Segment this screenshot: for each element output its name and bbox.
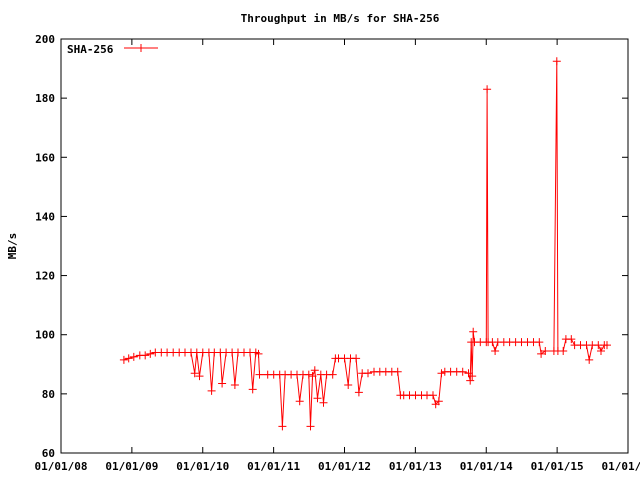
data-point — [195, 372, 204, 381]
x-tick-label: 01/01/15 — [531, 460, 584, 473]
data-point — [207, 386, 216, 395]
data-point — [364, 369, 372, 378]
data-point — [458, 367, 467, 376]
data-point — [585, 355, 594, 364]
y-tick-label: 140 — [35, 210, 55, 223]
data-point — [537, 349, 546, 358]
data-point — [466, 376, 475, 385]
x-tick-label: 01/01/13 — [389, 460, 442, 473]
data-point — [255, 370, 264, 379]
data-point — [354, 388, 363, 397]
data-point — [567, 335, 576, 344]
chart-title: Throughput in MB/s for SHA-256 — [241, 12, 440, 25]
data-point — [393, 367, 402, 376]
y-tick-label: 200 — [35, 33, 55, 46]
data-point — [328, 370, 337, 379]
data-point — [313, 394, 322, 403]
data-point — [552, 57, 561, 66]
legend-marker-sha-256 — [137, 44, 145, 52]
data-point — [129, 352, 138, 361]
y-tick-label: 120 — [35, 270, 55, 283]
data-point — [230, 381, 239, 389]
data-point — [319, 398, 328, 407]
data-point — [295, 397, 304, 406]
data-point — [344, 381, 353, 389]
legend: SHA-256 — [67, 43, 158, 56]
series-layer — [119, 57, 611, 431]
x-axis-ticks: 01/01/08 01/01/09 01/01/10 01/01/11 01/01/12… — [35, 39, 640, 473]
data-point — [190, 369, 199, 378]
y-axis-label: MB/s — [6, 233, 19, 260]
data-point — [146, 349, 155, 358]
y-tick-label: 100 — [35, 329, 55, 342]
data-point — [434, 397, 443, 406]
x-tick-label: 01/01/16 — [602, 460, 640, 473]
data-point — [124, 354, 133, 363]
x-tick-label: 01/01/08 — [35, 460, 88, 473]
data-point — [278, 422, 287, 431]
data-point — [304, 370, 313, 379]
y-tick-label: 60 — [42, 447, 55, 460]
data-point — [559, 347, 568, 355]
data-point — [119, 355, 128, 364]
data-point — [541, 347, 550, 355]
data-point — [352, 354, 361, 363]
data-point — [254, 349, 263, 358]
data-point — [597, 347, 605, 355]
data-point — [248, 385, 257, 394]
data-point — [429, 391, 437, 400]
data-point — [310, 366, 319, 375]
y-axis-ticks: 60 80 100 120 140 160 180 200 — [35, 33, 628, 460]
data-point — [141, 351, 150, 360]
data-point — [491, 347, 500, 355]
x-tick-label: 01/01/12 — [318, 460, 371, 473]
x-tick-label: 01/01/11 — [247, 460, 300, 473]
y-tick-label: 160 — [35, 151, 55, 164]
data-point — [218, 379, 227, 388]
data-point — [468, 372, 477, 381]
x-tick-label: 01/01/14 — [460, 460, 513, 473]
legend-label-sha-256: SHA-256 — [67, 43, 114, 56]
data-point — [306, 422, 315, 431]
data-point — [535, 338, 544, 347]
x-tick-label: 01/01/09 — [105, 460, 158, 473]
data-point — [437, 369, 446, 378]
data-point — [469, 327, 478, 336]
y-tick-label: 180 — [35, 92, 55, 105]
y-tick-label: 80 — [42, 388, 55, 401]
data-point — [308, 372, 317, 381]
data-point — [483, 85, 492, 94]
x-tick-label: 01/01/10 — [176, 460, 229, 473]
data-point — [603, 341, 611, 350]
